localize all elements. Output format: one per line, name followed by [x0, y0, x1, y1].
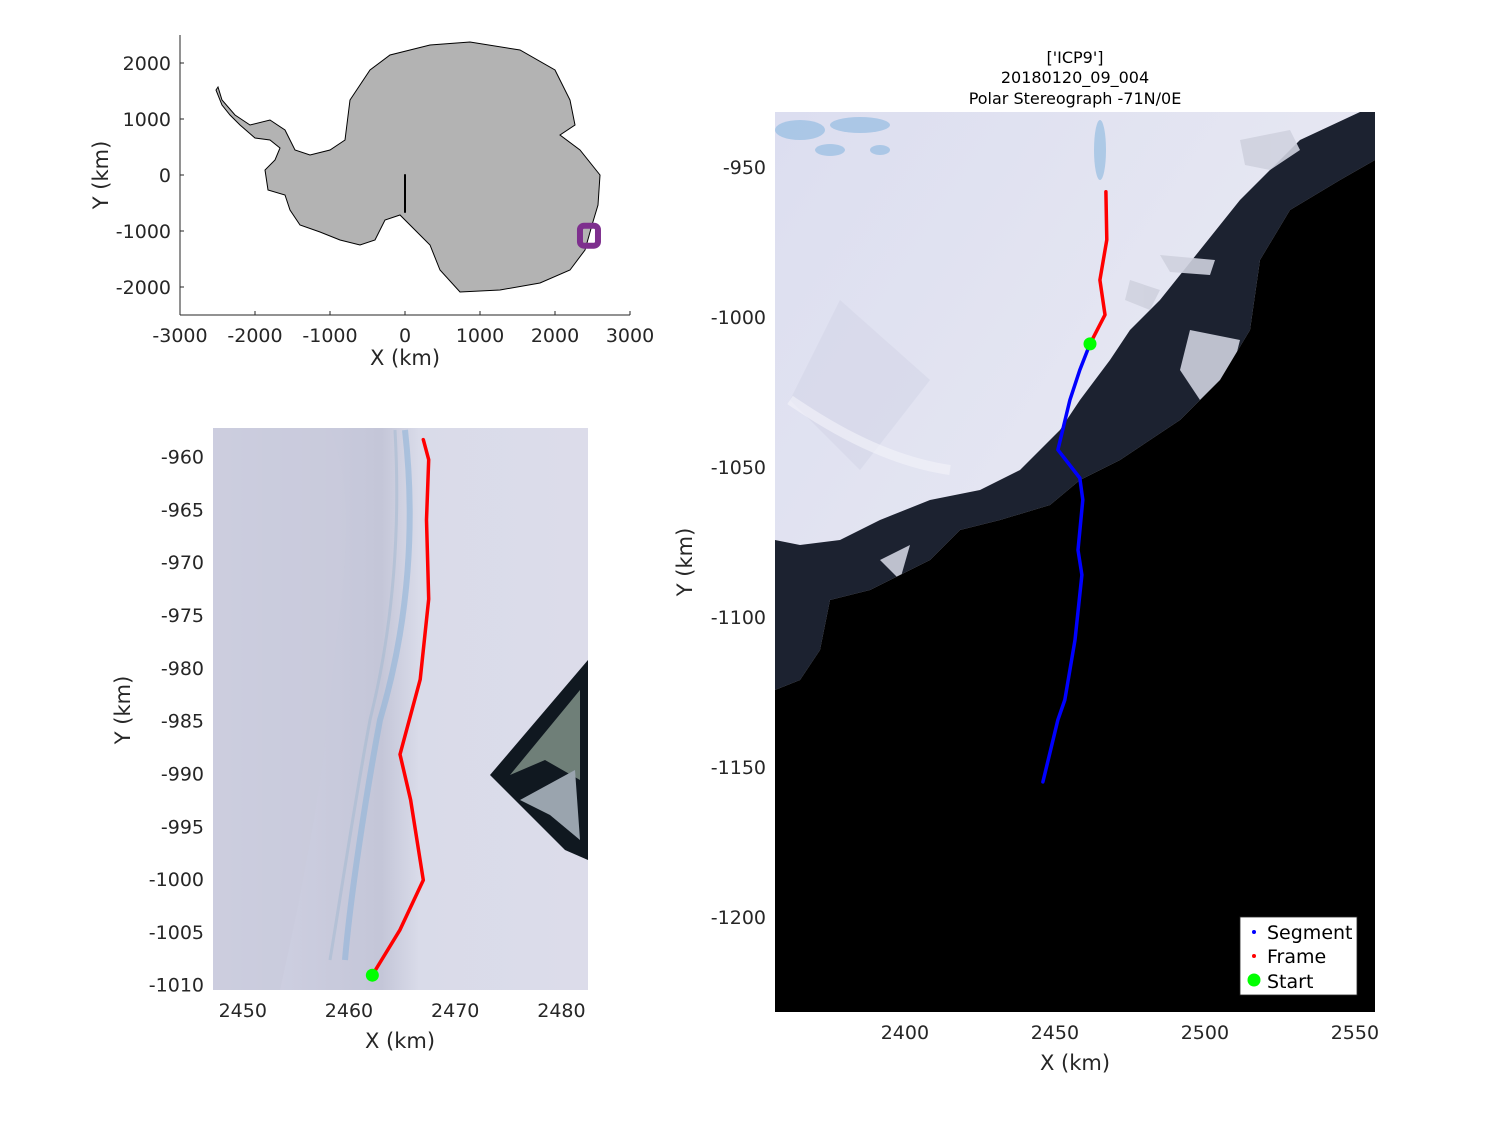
legend-start-label: Start [1267, 971, 1313, 993]
y-tick-label: -1000 [116, 221, 171, 243]
x-tick-label: 2000 [531, 325, 579, 347]
x-axis-label: X (km) [1040, 1051, 1110, 1075]
segment-map-axes: ['ICP9'] 20180120_09_004 Polar Stereogra… [673, 48, 1379, 1075]
y-tick-label: -2000 [116, 277, 171, 299]
y-tick-label: -995 [161, 816, 204, 838]
x-tick-label: 1000 [456, 325, 504, 347]
y-axis-label: Y (km) [673, 528, 697, 598]
y-tick-label: -1200 [711, 907, 766, 929]
frame-zoom-axes: 2450 2460 2470 2480 -960 -965 -970 -975 -980 -985… [111, 428, 588, 1053]
x-tick-label: 3000 [606, 325, 654, 347]
legend: Segment Frame Start [1239, 916, 1358, 996]
legend-frame-marker [1252, 954, 1256, 958]
title-line-1: ['ICP9'] [1047, 48, 1104, 67]
satellite-image [775, 112, 1375, 1012]
x-tick-label: 0 [399, 325, 411, 347]
y-tick-label: -1000 [711, 307, 766, 329]
title-line-2: 20180120_09_004 [1001, 68, 1149, 88]
start-marker [1083, 337, 1097, 351]
y-tick-label: -1150 [711, 757, 766, 779]
satellite-image [213, 428, 588, 990]
x-tick-label: -2000 [227, 325, 282, 347]
x-tick-label: -3000 [152, 325, 207, 347]
ocean [775, 160, 1375, 1012]
title-line-3: Polar Stereograph -71N/0E [969, 89, 1182, 108]
y-tick-label: -975 [161, 605, 204, 627]
overview-map-axes: -3000 -2000 -1000 0 1000 2000 3000 -2000 -1000 0 1… [89, 35, 654, 370]
location-marker [576, 222, 601, 249]
x-axis-label: X (km) [365, 1029, 435, 1053]
antarctica-landmass [215, 41, 601, 293]
y-tick-label: -980 [161, 658, 204, 680]
legend-segment-marker [1252, 930, 1256, 934]
x-tick-label: 2480 [537, 1000, 585, 1022]
x-tick-label: 2500 [1181, 1022, 1229, 1044]
y-tick-label: -990 [161, 763, 204, 785]
y-tick-label: -1005 [149, 922, 204, 944]
y-tick-label: -970 [161, 552, 204, 574]
y-tick-label: -950 [723, 157, 766, 179]
y-tick-label: -985 [161, 711, 204, 733]
y-tick-label: 2000 [123, 53, 171, 75]
y-tick-label: -1000 [149, 869, 204, 891]
legend-frame-label: Frame [1267, 946, 1326, 968]
legend-start-marker [1247, 973, 1261, 987]
start-marker [365, 968, 379, 982]
x-tick-label: 2470 [431, 1000, 479, 1022]
x-tick-label: -1000 [302, 325, 357, 347]
segment-line [1041, 342, 1092, 784]
y-tick-label: 1000 [123, 109, 171, 131]
y-tick-label: 0 [159, 165, 171, 187]
frame-line [370, 437, 431, 977]
y-tick-label: -1010 [149, 975, 204, 997]
x-tick-label: 2460 [325, 1000, 373, 1022]
frame-line [1088, 190, 1109, 346]
y-tick-label: -1100 [711, 607, 766, 629]
y-axis-label: Y (km) [89, 141, 113, 211]
y-tick-label: -965 [161, 499, 204, 521]
x-tick-label: 2550 [1331, 1022, 1379, 1044]
x-tick-label: 2450 [1031, 1022, 1079, 1044]
legend-segment-label: Segment [1267, 922, 1353, 944]
y-tick-label: -960 [161, 447, 204, 469]
y-tick-label: -1050 [711, 457, 766, 479]
x-axis-label: X (km) [370, 346, 440, 370]
x-tick-label: 2400 [881, 1022, 929, 1044]
x-tick-label: 2450 [219, 1000, 267, 1022]
y-axis-label: Y (km) [111, 676, 135, 746]
